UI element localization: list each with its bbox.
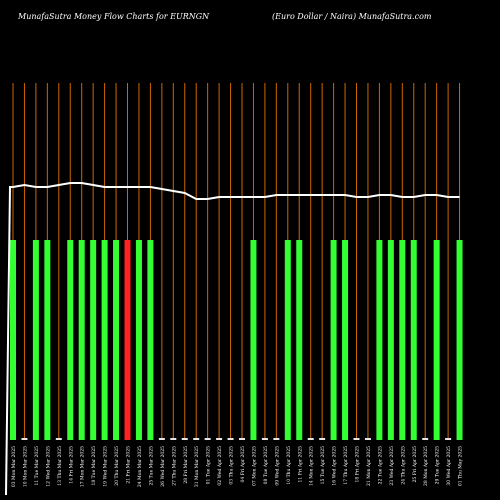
x-tick-label: 24 Mon Mar 2025 [137,446,143,487]
x-tick-label: 02 Wed Apr 2025 [217,446,223,486]
x-tick-label: 12 Wed Mar 2025 [45,446,51,487]
x-tick-label: 17 Mon Mar 2025 [80,446,86,487]
money-flow-bar [55,438,62,440]
money-flow-bar [250,240,257,440]
x-tick-label: 30 Wed Apr 2025 [446,446,452,486]
x-tick-label: 03 Thu Apr 2025 [229,446,235,485]
x-tick-label: 07 Mon Apr 2025 [251,446,257,486]
x-tick-label: 26 Wed Mar 2025 [160,446,166,487]
x-tick-label: 09 Wed Apr 2025 [274,446,280,486]
money-flow-bar [90,240,97,440]
money-flow-bar [261,438,268,440]
x-tick-label: 17 Thu Apr 2025 [343,446,349,485]
money-flow-bar [113,240,120,440]
money-flow-bar [67,240,74,440]
x-tick-label: 14 Mon Apr 2025 [309,446,315,486]
x-tick-label: 08 Tue Apr 2025 [263,446,269,484]
money-flow-bar [330,240,337,440]
chart-title: MunafaSutra Money Flow Charts for EURNGN [18,12,210,21]
money-flow-bar [422,438,429,440]
chart-subtitle: (Euro Dollar / Naira) MunafaSutra.com [272,12,432,21]
money-flow-bar [101,240,108,440]
x-tick-label: 22 Tue Apr 2025 [377,446,383,484]
money-flow-bar [170,438,177,440]
money-flow-bars [10,240,463,440]
x-tick-label: 28 Fri Mar 2025 [183,446,189,484]
x-tick-label: 14 Fri Mar 2025 [68,446,74,484]
x-tick-label: 11 Fri Apr 2025 [297,446,303,483]
money-flow-bar [319,438,326,440]
money-flow-bar [227,438,234,440]
money-flow-bar [399,240,406,440]
x-tick-label: 21 Fri Mar 2025 [126,446,132,484]
x-tick-label: 25 Fri Apr 2025 [412,446,418,483]
money-flow-bar [376,240,383,440]
x-tick-labels: 03 Mon Mar 2025 10 Mon Mar 2025 11 Tue Mar… [11,446,464,487]
money-flow-bar [410,240,417,440]
x-tick-label: 04 Fri Apr 2025 [240,446,246,483]
money-flow-bar [456,240,463,440]
money-flow-bar [78,240,85,440]
money-flow-bar [353,438,360,440]
money-flow-bar [204,438,211,440]
x-tick-label: 10 Mon Mar 2025 [22,446,28,487]
money-flow-bar [158,438,165,440]
x-tick-label: 29 Tue Apr 2025 [435,446,441,484]
x-tick-label: 13 Thu Mar 2025 [57,446,63,486]
money-flow-bar [124,240,131,440]
money-flow-bar [307,438,314,440]
x-tick-label: 25 Tue Mar 2025 [148,446,154,486]
money-flow-bar [445,438,452,440]
x-tick-label: 15 Tue Apr 2025 [320,446,326,484]
x-tick-label: 18 Tue Mar 2025 [91,446,97,486]
price-line [5,182,460,496]
x-tick-label: 28 Mon Apr 2025 [423,446,429,486]
x-tick-label: 16 Wed Apr 2025 [332,446,338,486]
money-flow-bar [216,438,223,440]
x-tick-label: 11 Tue Mar 2025 [34,446,40,486]
money-flow-bar [32,240,39,440]
money-flow-bar [433,240,440,440]
money-flow-bar [364,438,371,440]
money-flow-bar [10,240,16,440]
x-tick-label: 18 Fri Apr 2025 [355,446,361,483]
x-tick-label: 19 Wed Mar 2025 [103,446,109,487]
money-flow-bar [44,240,51,440]
x-tick-label: 03 Mon Mar 2025 [11,446,17,487]
money-flow-bar [387,240,394,440]
x-tick-label: 23 Wed Apr 2025 [389,446,395,486]
x-tick-label: 20 Thu Mar 2025 [114,446,120,486]
money-flow-bar [193,438,200,440]
x-tick-label: 21 Mon Apr 2025 [366,446,372,486]
x-tick-label: 24 Thu Apr 2025 [400,446,406,485]
money-flow-bar [21,438,28,440]
x-tick-label: 27 Thu Mar 2025 [171,446,177,486]
money-flow-bar [284,240,291,440]
x-tick-label: 10 Thu Apr 2025 [286,446,292,485]
x-tick-label: 01 Tue Apr 2025 [206,446,212,484]
money-flow-bar [181,438,188,440]
money-flow-bar [296,240,303,440]
money-flow-bar [273,438,280,440]
x-tick-label: 31 Mon Mar 2025 [194,446,200,487]
x-tick-label: 01 Thu May 2025 [458,446,464,486]
money-flow-bar [147,240,154,440]
money-flow-bar [239,438,245,440]
money-flow-bar [135,240,142,440]
money-flow-bar [342,240,349,440]
